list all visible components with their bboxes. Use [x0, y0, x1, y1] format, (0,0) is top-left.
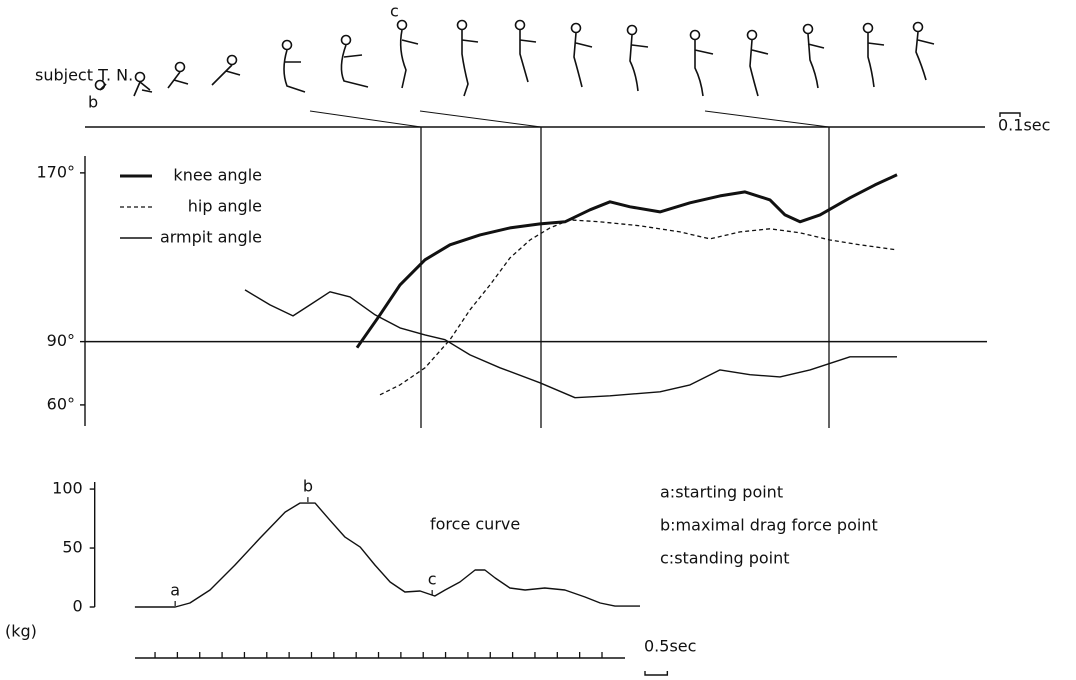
- stick-head: [136, 73, 145, 82]
- scale-bar: [645, 671, 667, 675]
- y-tick-label: 50: [62, 538, 82, 557]
- stick-body: [868, 33, 884, 87]
- scale-label: 0.5sec: [644, 637, 696, 656]
- stick-head: [804, 25, 813, 34]
- stick-head: [398, 21, 407, 30]
- stick-body: [212, 65, 240, 85]
- stick-head: [458, 21, 467, 30]
- stick-body: [520, 30, 536, 82]
- stick-body: [134, 82, 152, 96]
- y-tick-label: 0: [73, 597, 83, 616]
- figure-label: c: [390, 2, 399, 21]
- stick-head: [864, 24, 873, 33]
- frame-connector: [420, 111, 541, 127]
- stick-head: [516, 21, 525, 30]
- y-axis-label: (kg): [5, 622, 37, 641]
- stick-head: [748, 31, 757, 40]
- note: b:maximal drag force point: [660, 516, 878, 535]
- frame-connector: [310, 111, 421, 127]
- y-tick-label: 100: [52, 479, 83, 498]
- stick-body: [462, 30, 478, 96]
- stick-body: [168, 72, 188, 88]
- stick-body: [401, 30, 418, 88]
- y-tick-label: 90°: [47, 331, 75, 350]
- subject-label: subject T. N.: [35, 66, 133, 85]
- annotation-label: b: [303, 477, 313, 496]
- series-line: [245, 290, 897, 398]
- stick-head: [691, 31, 700, 40]
- legend-label: armpit angle: [160, 228, 262, 247]
- stick-body: [574, 33, 592, 87]
- stick-body: [630, 35, 648, 91]
- stick-head: [228, 56, 237, 65]
- figure-label: b: [88, 93, 98, 112]
- chart-title: force curve: [430, 515, 520, 534]
- series-line: [380, 220, 897, 395]
- stick-head: [628, 26, 637, 35]
- scale-label: 0.1sec: [998, 116, 1050, 135]
- series-line: [357, 175, 897, 348]
- stick-head: [283, 41, 292, 50]
- stick-head: [914, 23, 923, 32]
- stick-body: [808, 34, 824, 88]
- figure: subject T. N. b c 60° 90° 170° 0.1sec knee a…: [0, 0, 1076, 680]
- frame-connector: [705, 111, 829, 127]
- legend-label: knee angle: [173, 166, 262, 185]
- y-tick-label: 170°: [36, 162, 75, 181]
- stick-body: [916, 32, 934, 80]
- note: a:starting point: [660, 483, 783, 502]
- stick-body: [750, 40, 768, 96]
- legend-label: hip angle: [188, 197, 262, 216]
- note: c:standing point: [660, 549, 790, 568]
- stick-body: [284, 50, 305, 92]
- stick-head: [342, 36, 351, 45]
- annotation-label: a: [170, 581, 180, 600]
- series-line: [135, 503, 640, 607]
- annotation-label: c: [428, 570, 437, 589]
- stick-body: [695, 40, 713, 96]
- stick-head: [572, 24, 581, 33]
- stick-body: [341, 45, 368, 87]
- stick-head: [176, 63, 185, 72]
- y-tick-label: 60°: [47, 394, 75, 413]
